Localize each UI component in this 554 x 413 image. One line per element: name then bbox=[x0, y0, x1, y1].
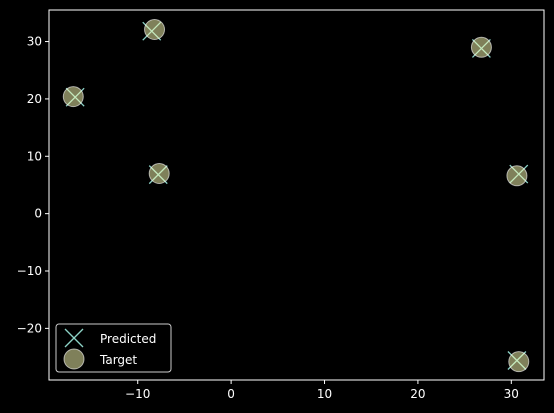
y-tick-label: −10 bbox=[17, 264, 42, 278]
target-point bbox=[62, 86, 84, 108]
axes-frame bbox=[48, 9, 545, 381]
legend-box bbox=[55, 323, 172, 373]
x-tick-label: 0 bbox=[227, 387, 235, 401]
y-tick-label: −20 bbox=[17, 321, 42, 335]
x-tick-label: 10 bbox=[317, 387, 332, 401]
x-tick-label: 30 bbox=[504, 387, 519, 401]
x-tick-label: −10 bbox=[125, 387, 150, 401]
y-tick-label: 30 bbox=[27, 35, 42, 49]
legend: Predicted Target bbox=[55, 323, 172, 373]
legend-target-label: Target bbox=[99, 353, 137, 367]
legend-predicted-label: Predicted bbox=[100, 332, 156, 346]
x-tick-label: 20 bbox=[410, 387, 425, 401]
data-points bbox=[62, 19, 530, 373]
y-tick-label: 20 bbox=[27, 92, 42, 106]
legend-target-marker bbox=[63, 348, 85, 370]
target-point bbox=[506, 165, 528, 187]
target-point bbox=[470, 36, 492, 58]
target-point bbox=[508, 351, 530, 373]
y-tick-label: 10 bbox=[27, 149, 42, 163]
y-tick-label: 0 bbox=[34, 207, 42, 221]
legend-predicted-marker bbox=[64, 328, 84, 348]
target-point bbox=[148, 162, 170, 184]
axis-ticks: −10 0 10 20 30 −20 −10 0 10 20 30 bbox=[17, 35, 519, 401]
target-point bbox=[144, 19, 166, 41]
